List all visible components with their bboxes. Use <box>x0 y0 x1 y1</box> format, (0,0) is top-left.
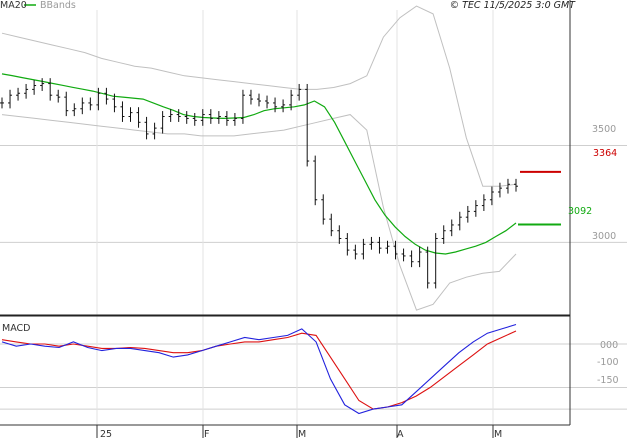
panel-frame <box>0 0 571 426</box>
xtick-label-0: 25 <box>100 429 112 440</box>
support-level-label: 3092 <box>568 206 592 217</box>
legend-ma20-label: MA20 <box>0 0 27 11</box>
macd-lines <box>1 323 517 415</box>
macd-main-line <box>1 323 517 415</box>
copyright-label: © TEC 11/5/2025 3:0 GMT <box>450 0 577 11</box>
xtick-label-2: M <box>298 429 306 440</box>
ma20-line-group <box>1 73 517 255</box>
grid <box>0 10 627 438</box>
legend-bbands-label: BBands <box>40 0 76 11</box>
macd-ytick-1: -100 <box>597 357 619 368</box>
price-ytick-0: 3500 <box>592 124 616 135</box>
macd-title: MACD <box>2 323 30 334</box>
xtick-label-4: M <box>494 429 502 440</box>
macd-ytick-2: -150 <box>597 375 619 386</box>
macd-signal-line <box>1 330 517 410</box>
price-levels <box>518 170 561 226</box>
macd-ytick-0: 000 <box>600 340 618 351</box>
price-bars <box>0 78 518 289</box>
resistance-level-label: 3364 <box>593 148 617 159</box>
lower-band-line <box>1 114 517 311</box>
upper-band-line <box>1 5 517 187</box>
xtick-label-1: F <box>204 429 209 440</box>
bollinger-bands <box>1 5 517 311</box>
ma20-line <box>1 73 517 255</box>
price-ytick-1: 3000 <box>592 231 616 242</box>
xtick-label-3: A <box>397 429 404 440</box>
